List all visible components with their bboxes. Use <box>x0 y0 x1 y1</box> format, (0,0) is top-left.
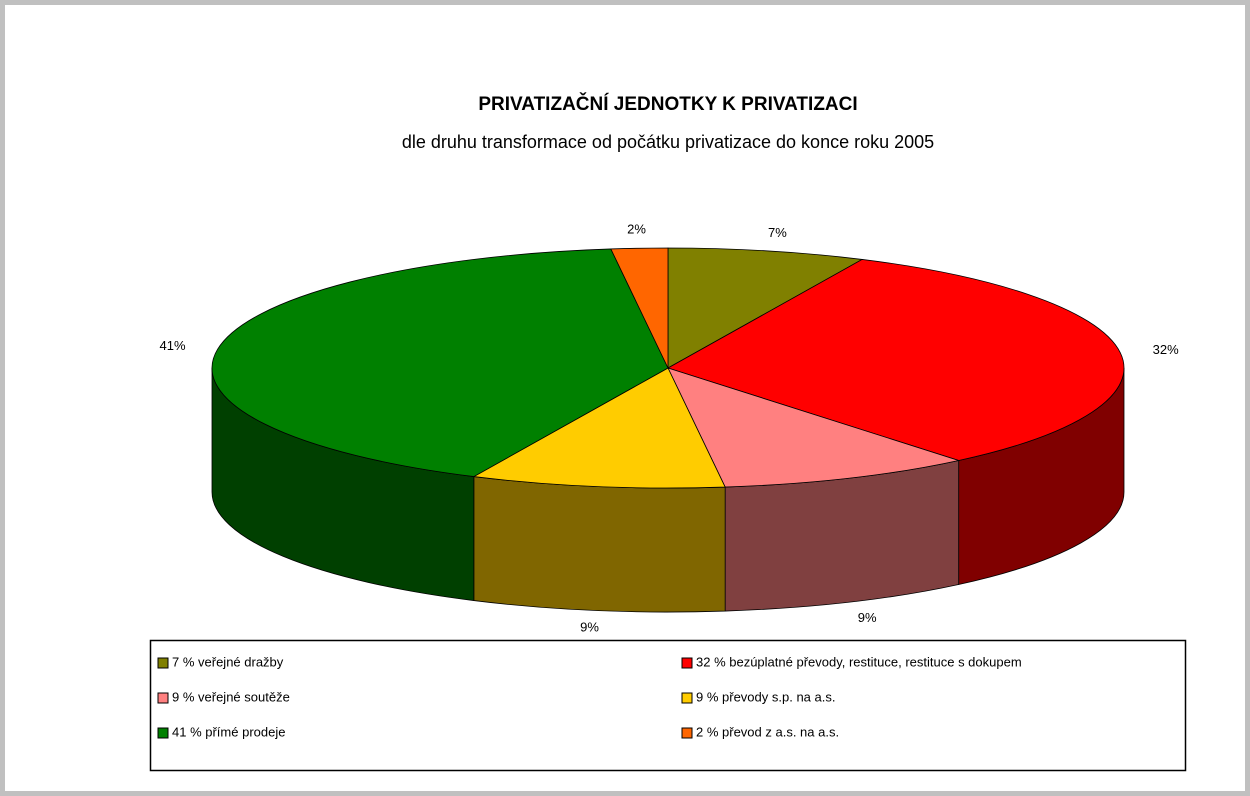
data-label: 7% <box>768 225 787 240</box>
legend-label: 41 % přímé prodeje <box>172 724 285 739</box>
legend-label: 9 % veřejné soutěže <box>172 689 290 704</box>
chart-subtitle: dle druhu transformace od počátku privat… <box>402 132 934 152</box>
data-label: 2% <box>627 222 646 237</box>
legend-swatch <box>157 657 169 669</box>
legend-label: 7 % veřejné dražby <box>172 654 284 669</box>
data-label: 9% <box>580 620 599 635</box>
legend-label: 9 % převody s.p. na a.s. <box>696 689 835 704</box>
chart-title: PRIVATIZAČNÍ JEDNOTKY K PRIVATIZACI <box>478 93 857 115</box>
legend-swatch <box>681 692 693 704</box>
legend-swatch <box>681 727 693 739</box>
slice <box>211 248 669 477</box>
data-label: 32% <box>1153 342 1179 357</box>
slice <box>472 367 726 489</box>
slice <box>666 259 1125 461</box>
slice-side <box>473 476 726 613</box>
data-label: 9% <box>858 610 877 625</box>
legend-swatch <box>681 657 693 669</box>
data-label: 41% <box>160 338 186 353</box>
legend-swatch <box>157 727 169 739</box>
slice <box>610 247 669 369</box>
legend-swatch <box>157 692 169 704</box>
legend-box <box>149 639 1187 772</box>
slice <box>667 247 864 369</box>
legend-label: 32 % bezúplatné převody, restituce, rest… <box>696 654 1022 669</box>
legend-label: 2 % převod z a.s. na a.s. <box>696 724 839 739</box>
slice <box>667 367 961 488</box>
